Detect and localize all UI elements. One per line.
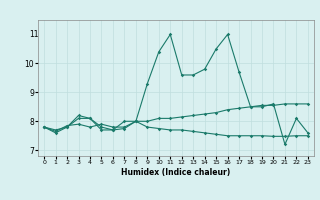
Text: 11: 11 xyxy=(29,30,38,39)
X-axis label: Humidex (Indice chaleur): Humidex (Indice chaleur) xyxy=(121,168,231,177)
